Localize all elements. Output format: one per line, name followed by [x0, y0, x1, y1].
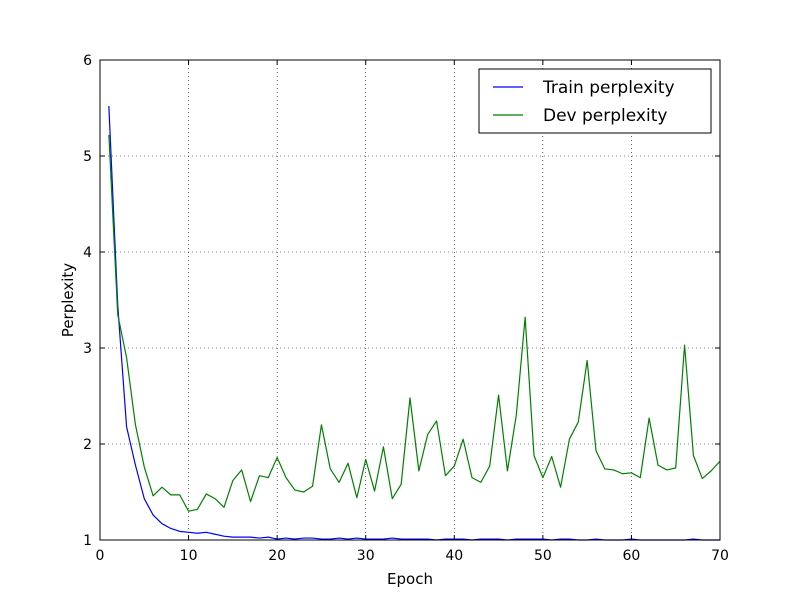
plot-frame [99, 59, 721, 541]
y-axis-label: Perplexity [59, 263, 77, 337]
x-axis-label: Epoch [387, 570, 433, 588]
x-tick-label: 40 [445, 548, 463, 564]
gridlines [100, 60, 720, 540]
plot-lines [108, 106, 721, 541]
x-tick-label: 0 [96, 548, 105, 564]
y-tick-label: 6 [83, 53, 92, 69]
x-tick-label: 50 [534, 548, 552, 564]
x-tick-labels: 0 10 20 30 40 50 60 70 [96, 548, 729, 564]
y-tick-label: 2 [83, 437, 92, 453]
x-tick-label: 60 [623, 548, 641, 564]
y-tick-labels: 1 2 3 4 5 6 [83, 53, 92, 549]
series-line-dev [108, 134, 721, 512]
x-tick-label: 30 [357, 548, 375, 564]
ticks [99, 59, 721, 541]
legend-label-dev: Dev perplexity [543, 106, 667, 126]
y-tick-label: 5 [83, 149, 92, 165]
x-tick-label: 10 [180, 548, 198, 564]
y-tick-label: 4 [83, 245, 92, 261]
legend: Train perplexity Dev perplexity [478, 68, 712, 134]
y-tick-label: 1 [83, 533, 92, 549]
legend-label-train: Train perplexity [542, 78, 675, 98]
legend-box [478, 68, 712, 134]
series-line-train [108, 106, 720, 541]
y-tick-label: 3 [83, 341, 92, 357]
x-tick-label: 20 [268, 548, 286, 564]
x-tick-label: 70 [711, 548, 729, 564]
